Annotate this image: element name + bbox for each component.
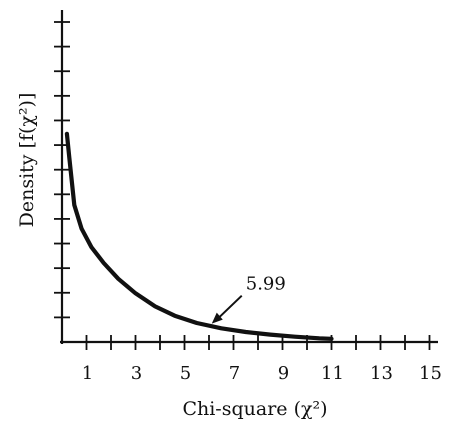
- annotation-arrow-line: [217, 294, 243, 320]
- axes: [60, 10, 438, 344]
- x-tick-label: 3: [131, 363, 142, 384]
- y-ticks: [54, 21, 70, 319]
- x-tick-label: 5: [180, 363, 191, 384]
- series-group: [64, 131, 334, 341]
- x-tick-label: 15: [419, 363, 442, 384]
- density-curve: [64, 131, 334, 341]
- x-tick-label: 7: [229, 363, 240, 384]
- annotation-arrow-head: [211, 312, 223, 324]
- annotation-label: 5.99: [246, 274, 286, 295]
- x-axis-label: Chi-square (χ²): [182, 398, 327, 420]
- x-tick-label: 13: [370, 363, 393, 384]
- x-tick-label: 9: [278, 363, 289, 384]
- x-ticks: 1 3 5 7 9 11 13 15: [82, 335, 442, 384]
- y-axis-label: Density [f(χ²)]: [16, 93, 38, 228]
- x-tick-label: 11: [321, 363, 344, 384]
- annotations: 5.99: [211, 274, 286, 324]
- x-tick-label: 1: [82, 363, 93, 384]
